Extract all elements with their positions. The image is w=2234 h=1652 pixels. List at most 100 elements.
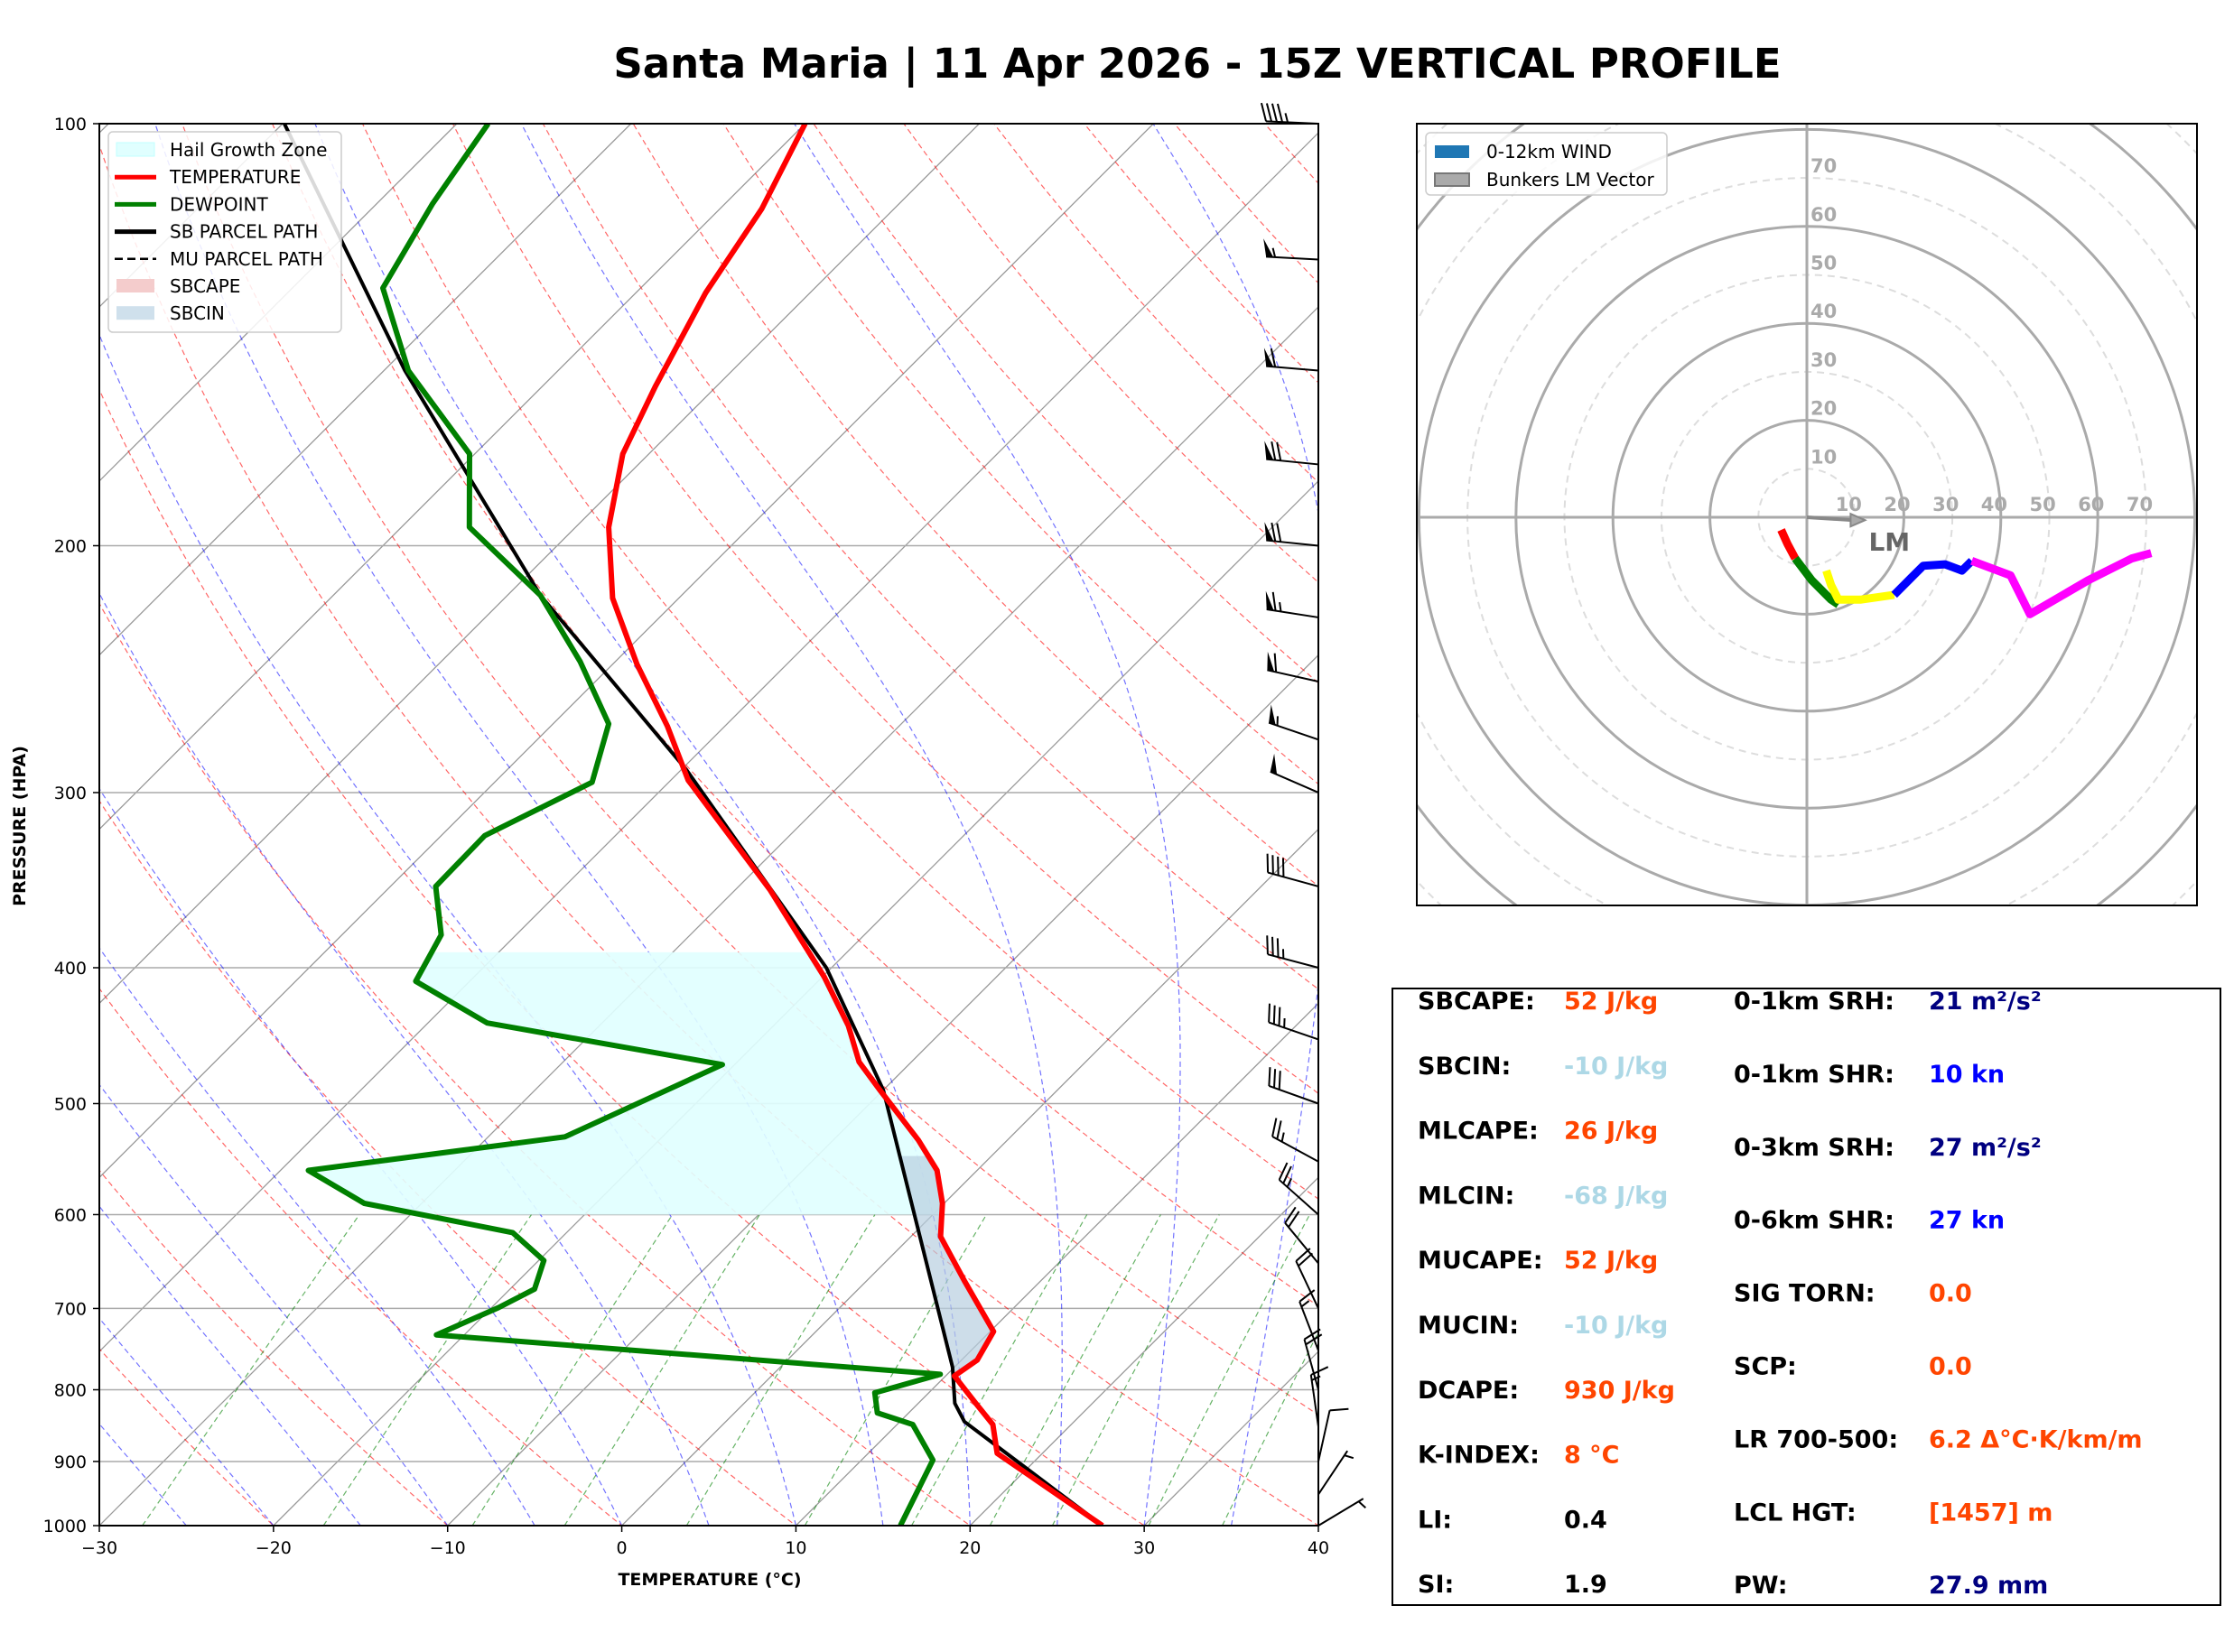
barb-full <box>1299 1289 1316 1303</box>
barb-staff <box>1267 953 1319 969</box>
x-tick-label: 10 <box>785 1538 806 1558</box>
index-label: 0-1km SRH: <box>1734 988 1894 1016</box>
isotherm <box>99 124 1154 1179</box>
legend-label: TEMPERATURE <box>169 166 301 188</box>
skew-t-legend: Hail Growth Zone TEMPERATURE DEWPOINT SB PA… <box>107 131 342 333</box>
barb-staff <box>1266 458 1319 466</box>
legend-label: 0-12km WIND <box>1486 141 1612 162</box>
index-label: SIG TORN: <box>1734 1280 1876 1308</box>
dry-adiabat <box>451 124 1318 1094</box>
y-tick-label: 1000 <box>43 1517 87 1536</box>
moist-adiabat <box>154 124 884 1526</box>
index-row: 0-1km SHR: 10 kn <box>1734 1061 2005 1089</box>
barb-pennant <box>1264 441 1274 460</box>
barb-full <box>1271 441 1277 460</box>
barb-full <box>1276 1120 1282 1140</box>
barb-full <box>1271 936 1274 956</box>
y-tick-label: 600 <box>54 1205 87 1225</box>
figure-title: Santa Maria | 11 Apr 2026 - 15Z VERTICAL… <box>613 40 1781 88</box>
wind-barb <box>1317 1498 1366 1527</box>
x-tick-label: 40 <box>1308 1538 1329 1558</box>
isotherm <box>99 132 1318 1353</box>
index-value: 1.9 <box>1564 1571 1607 1599</box>
mixing-ratio-line <box>563 1214 760 1526</box>
bunkers-lm-arrowhead <box>1849 512 1867 528</box>
dewpoint-line <box>305 124 944 1526</box>
index-row: LI: 0.4 <box>1418 1506 1607 1534</box>
index-label: SI: <box>1418 1571 1454 1599</box>
moist-adiabat <box>99 1317 275 1526</box>
index-value: 27 m²/s² <box>1929 1134 2042 1162</box>
isotherm <box>621 828 1318 1526</box>
barb-pennant <box>1265 590 1274 611</box>
wind-barb <box>1268 1067 1319 1105</box>
barb-pennant <box>1264 522 1274 542</box>
indices-table: SBCAPE: 52 J/kg SBCIN: -10 J/kg MLCAPE: 26 J/… <box>1392 988 2221 1606</box>
barb-full <box>1278 1162 1289 1181</box>
hodograph-ring <box>1177 0 2234 1147</box>
index-row: 0-1km SRH: 21 m²/s² <box>1734 988 2042 1016</box>
legend-label: DEWPOINT <box>170 193 268 215</box>
legend-swatch <box>1434 172 1470 187</box>
moist-adiabat <box>99 1423 187 1526</box>
isotherm <box>99 124 632 656</box>
y-tick-label: 200 <box>54 536 87 556</box>
x-tick-label: −10 <box>430 1538 466 1558</box>
moist-adiabat <box>99 947 535 1526</box>
index-row: SBCIN: -10 J/kg <box>1418 1053 1668 1081</box>
isotherm <box>795 1002 1318 1526</box>
index-value: 10 kn <box>1929 1061 2005 1089</box>
index-value: 27.9 mm <box>1929 1572 2048 1600</box>
index-value: 26 J/kg <box>1564 1118 1658 1146</box>
barb-full <box>1273 653 1278 673</box>
barb-full <box>1284 1206 1297 1224</box>
mixing-ratio-line <box>685 1214 876 1526</box>
y-tick-label: 400 <box>54 959 87 979</box>
isotherm <box>273 479 1318 1526</box>
index-label: PW: <box>1734 1572 1788 1600</box>
sb-parcel-path-line <box>283 124 1104 1526</box>
moist-adiabat <box>99 1205 361 1526</box>
index-row: MUCIN: -10 J/kg <box>1418 1312 1668 1340</box>
index-label: MLCAPE: <box>1418 1118 1539 1146</box>
ring-label: 50 <box>2030 494 2056 515</box>
y-tick-label: 800 <box>54 1380 87 1400</box>
x-axis-label: TEMPERATURE (°C) <box>618 1570 801 1590</box>
mixing-ratio-line <box>1051 1214 1220 1526</box>
barb-staff <box>1317 1498 1364 1527</box>
index-value: 52 J/kg <box>1564 988 1658 1016</box>
x-tick-label: 30 <box>1133 1538 1155 1558</box>
index-label: 0-6km SHR: <box>1734 1207 1894 1235</box>
y-tick-label: 300 <box>54 784 87 803</box>
mixing-ratio-line <box>142 1214 360 1526</box>
skew-t-frame <box>98 123 1319 1527</box>
index-label: LR 700-500: <box>1734 1425 1898 1453</box>
index-label: MUCAPE: <box>1418 1247 1543 1275</box>
index-row: MLCAPE: 26 J/kg <box>1418 1118 1658 1146</box>
isotherm <box>99 306 1318 1526</box>
barb-staff <box>1266 608 1319 618</box>
barb-staff <box>1317 1450 1349 1495</box>
index-value: 21 m²/s² <box>1929 988 2042 1016</box>
hodograph-segment <box>1891 558 1975 599</box>
barb-half <box>1300 1300 1310 1308</box>
barb-full <box>1273 1069 1277 1089</box>
index-value: -68 J/kg <box>1564 1182 1668 1210</box>
index-value: 930 J/kg <box>1564 1377 1675 1405</box>
index-label: SCP: <box>1734 1353 1797 1381</box>
dry-adiabat <box>361 124 1318 1200</box>
wind-barb <box>1284 1206 1319 1265</box>
barb-full <box>1271 1118 1278 1137</box>
hodograph-frame <box>1416 123 2198 906</box>
index-value: [1457] m <box>1929 1499 2052 1527</box>
barb-staff <box>1268 1021 1319 1041</box>
legend-label: MU PARCEL PATH <box>170 248 323 270</box>
index-label: LI: <box>1418 1506 1452 1534</box>
isotherm <box>99 124 458 482</box>
barb-pennant <box>1263 348 1274 367</box>
skew-t-profiles <box>283 124 1104 1526</box>
dry-adiabat <box>542 124 1318 990</box>
wind-barb <box>1317 1450 1354 1495</box>
index-label: MUCIN: <box>1418 1312 1519 1340</box>
x-tick-label: −30 <box>81 1538 117 1558</box>
